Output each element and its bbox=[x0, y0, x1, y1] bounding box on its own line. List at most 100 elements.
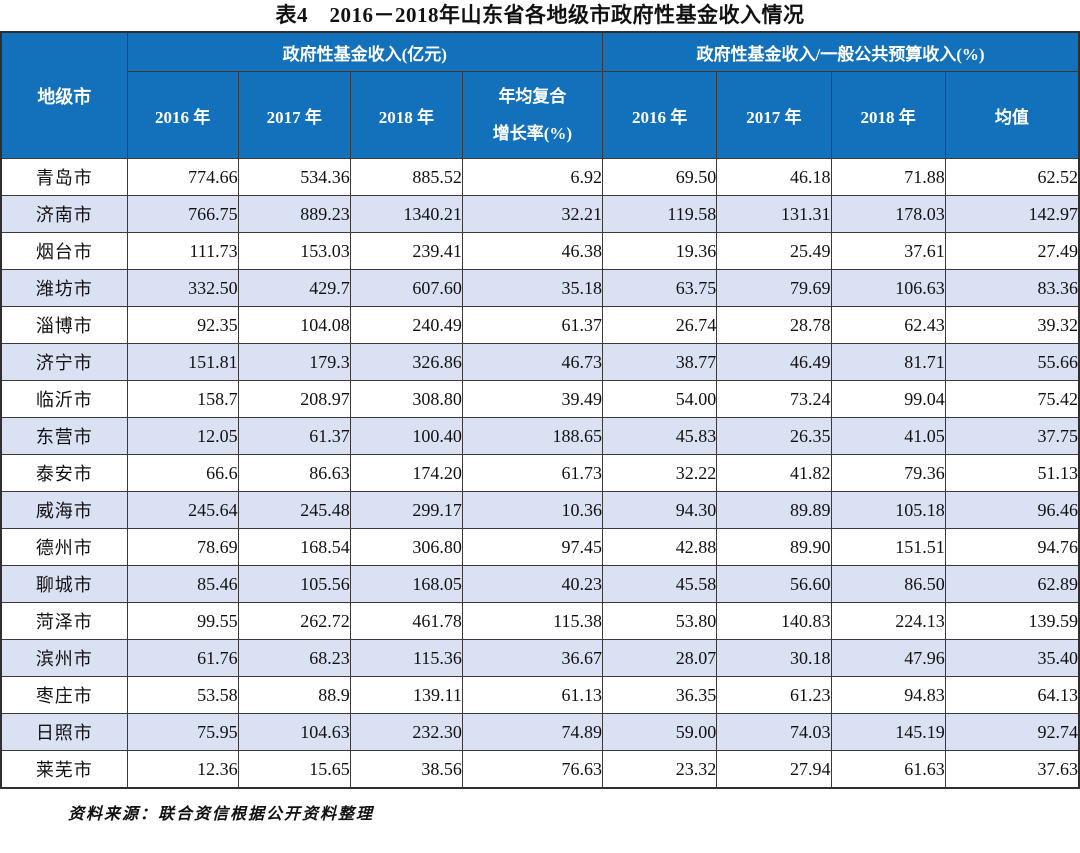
value-cell: 63.75 bbox=[601, 269, 718, 307]
value-cell: 139.11 bbox=[349, 676, 463, 714]
city-cell: 烟台市 bbox=[0, 232, 128, 270]
gov-fund-table: 地级市 政府性基金收入(亿元) 政府性基金收入/一般公共预算收入(%) 2016… bbox=[0, 31, 1080, 789]
value-cell: 83.36 bbox=[944, 269, 1080, 307]
header-ratio-mean: 均值 bbox=[944, 71, 1080, 159]
header-group-row: 地级市 政府性基金收入(亿元) 政府性基金收入/一般公共预算收入(%) bbox=[0, 31, 1080, 159]
value-cell: 94.83 bbox=[830, 676, 946, 714]
value-cell: 39.32 bbox=[944, 306, 1080, 344]
value-cell: 245.48 bbox=[237, 491, 351, 529]
value-cell: 39.49 bbox=[461, 380, 604, 418]
value-cell: 88.9 bbox=[237, 676, 351, 714]
value-cell: 79.36 bbox=[830, 454, 946, 492]
value-cell: 64.13 bbox=[944, 676, 1080, 714]
value-cell: 61.37 bbox=[461, 306, 604, 344]
value-cell: 59.00 bbox=[601, 713, 718, 751]
city-cell: 临沂市 bbox=[0, 380, 128, 418]
header-group-fund-income: 政府性基金收入(亿元) bbox=[126, 31, 604, 72]
value-cell: 71.88 bbox=[830, 158, 946, 196]
value-cell: 885.52 bbox=[349, 158, 463, 196]
value-cell: 46.73 bbox=[461, 343, 604, 381]
value-cell: 61.76 bbox=[126, 639, 239, 677]
header-city-column: 地级市 bbox=[0, 31, 128, 159]
value-cell: 68.23 bbox=[237, 639, 351, 677]
value-cell: 168.05 bbox=[349, 565, 463, 603]
value-cell: 168.54 bbox=[237, 528, 351, 566]
value-cell: 111.73 bbox=[126, 232, 239, 270]
value-cell: 12.36 bbox=[126, 750, 239, 789]
city-cell: 济宁市 bbox=[0, 343, 128, 381]
value-cell: 37.63 bbox=[944, 750, 1080, 789]
value-cell: 92.35 bbox=[126, 306, 239, 344]
value-cell: 99.04 bbox=[830, 380, 946, 418]
table-row: 淄博市 92.35 104.08 240.49 61.37 26.74 28.78 62.43… bbox=[0, 306, 1080, 344]
value-cell: 607.60 bbox=[349, 269, 463, 307]
value-cell: 85.46 bbox=[126, 565, 239, 603]
value-cell: 46.38 bbox=[461, 232, 604, 270]
value-cell: 35.18 bbox=[461, 269, 604, 307]
value-cell: 61.63 bbox=[830, 750, 946, 789]
value-cell: 151.81 bbox=[126, 343, 239, 381]
table-row: 日照市 75.95 104.63 232.30 74.89 59.00 74.03 145.1… bbox=[0, 713, 1080, 751]
value-cell: 889.23 bbox=[237, 195, 351, 233]
value-cell: 46.18 bbox=[716, 158, 832, 196]
source-note: 资料来源：联合资信根据公开资料整理 bbox=[68, 806, 375, 823]
table-row: 泰安市 66.6 86.63 174.20 61.73 32.22 41.82 79.36 51… bbox=[0, 454, 1080, 492]
value-cell: 89.90 bbox=[716, 528, 832, 566]
value-cell: 37.61 bbox=[830, 232, 946, 270]
city-cell: 菏泽市 bbox=[0, 602, 128, 640]
value-cell: 131.31 bbox=[716, 195, 832, 233]
value-cell: 73.24 bbox=[716, 380, 832, 418]
value-cell: 75.42 bbox=[944, 380, 1080, 418]
value-cell: 86.50 bbox=[830, 565, 946, 603]
value-cell: 81.71 bbox=[830, 343, 946, 381]
value-cell: 61.13 bbox=[461, 676, 604, 714]
value-cell: 10.36 bbox=[461, 491, 604, 529]
value-cell: 105.56 bbox=[237, 565, 351, 603]
header-ratio-2016: 2016 年 bbox=[601, 71, 718, 159]
value-cell: 32.21 bbox=[461, 195, 604, 233]
value-cell: 240.49 bbox=[349, 306, 463, 344]
value-cell: 96.46 bbox=[944, 491, 1080, 529]
header-ratio-2018: 2018 年 bbox=[830, 71, 946, 159]
table-row: 滨州市 61.76 68.23 115.36 36.67 28.07 30.18 47.96 3… bbox=[0, 639, 1080, 677]
value-cell: 115.38 bbox=[461, 602, 604, 640]
header-cagr-line1: 年均复合 bbox=[498, 86, 567, 106]
value-cell: 115.36 bbox=[349, 639, 463, 677]
value-cell: 1340.21 bbox=[349, 195, 463, 233]
value-cell: 62.43 bbox=[830, 306, 946, 344]
city-cell: 济南市 bbox=[0, 195, 128, 233]
value-cell: 174.20 bbox=[349, 454, 463, 492]
city-cell: 泰安市 bbox=[0, 454, 128, 492]
table-header: 地级市 政府性基金收入(亿元) 政府性基金收入/一般公共预算收入(%) 2016… bbox=[0, 31, 1080, 159]
value-cell: 40.23 bbox=[461, 565, 604, 603]
value-cell: 69.50 bbox=[601, 158, 718, 196]
value-cell: 66.6 bbox=[126, 454, 239, 492]
header-year-row: 2016 年 2017 年 2018 年 年均复合 增长率(%) 2016 年 … bbox=[1, 71, 1080, 159]
value-cell: 37.75 bbox=[944, 417, 1080, 455]
value-cell: 140.83 bbox=[716, 602, 832, 640]
value-cell: 308.80 bbox=[349, 380, 463, 418]
value-cell: 45.58 bbox=[601, 565, 718, 603]
value-cell: 38.77 bbox=[601, 343, 718, 381]
value-cell: 105.18 bbox=[830, 491, 946, 529]
value-cell: 61.37 bbox=[237, 417, 351, 455]
value-cell: 774.66 bbox=[126, 158, 239, 196]
value-cell: 158.7 bbox=[126, 380, 239, 418]
value-cell: 142.97 bbox=[944, 195, 1080, 233]
value-cell: 86.63 bbox=[237, 454, 351, 492]
value-cell: 106.63 bbox=[830, 269, 946, 307]
value-cell: 100.40 bbox=[349, 417, 463, 455]
header-ratio-2017: 2017 年 bbox=[716, 71, 832, 159]
value-cell: 26.35 bbox=[716, 417, 832, 455]
table-row: 临沂市 158.7 208.97 308.80 39.49 54.00 73.24 99.04… bbox=[0, 380, 1080, 418]
value-cell: 35.40 bbox=[944, 639, 1080, 677]
value-cell: 92.74 bbox=[944, 713, 1080, 751]
value-cell: 461.78 bbox=[349, 602, 463, 640]
table-row: 威海市 245.64 245.48 299.17 10.36 94.30 89.89 105.… bbox=[0, 491, 1080, 529]
table-row: 烟台市 111.73 153.03 239.41 46.38 19.36 25.49 37.6… bbox=[0, 232, 1080, 270]
value-cell: 151.51 bbox=[830, 528, 946, 566]
value-cell: 27.49 bbox=[944, 232, 1080, 270]
value-cell: 62.52 bbox=[944, 158, 1080, 196]
value-cell: 306.80 bbox=[349, 528, 463, 566]
